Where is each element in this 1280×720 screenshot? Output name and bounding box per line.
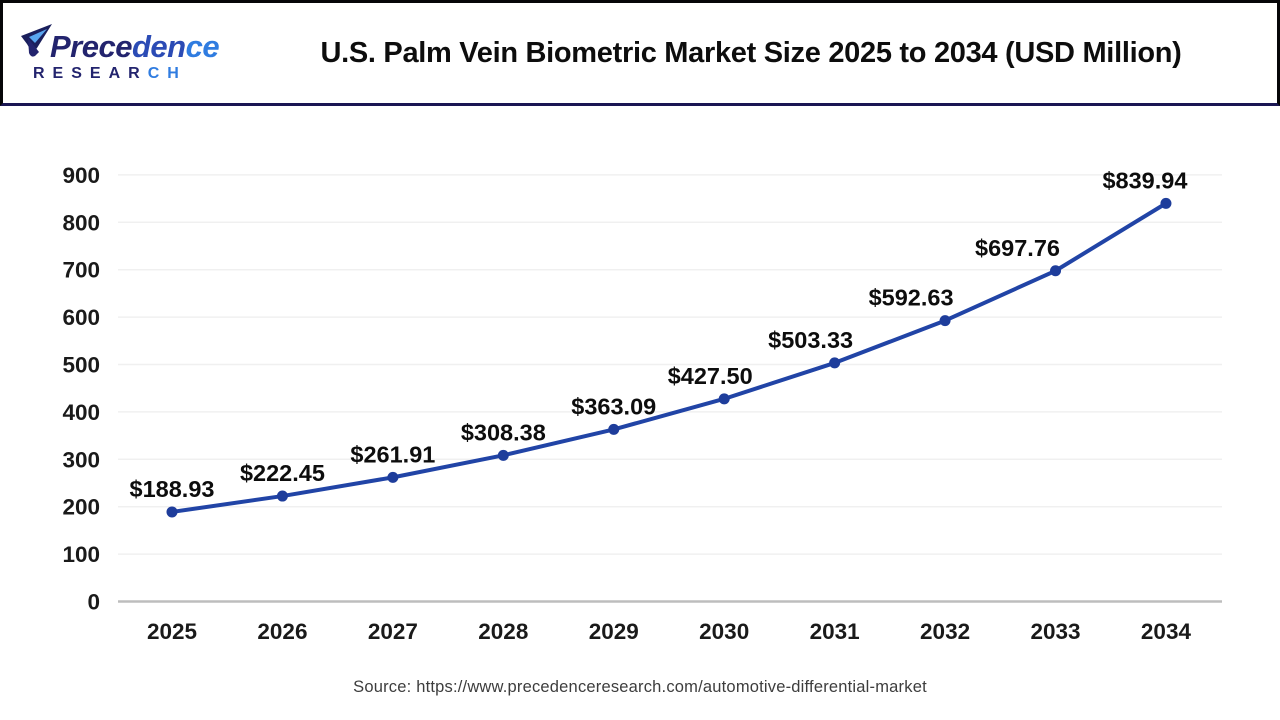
data-point-label: $592.63 bbox=[869, 285, 954, 311]
data-point-marker bbox=[166, 506, 178, 518]
data-point-marker bbox=[718, 393, 730, 405]
data-point-label: $427.50 bbox=[668, 363, 753, 389]
y-tick-label: 300 bbox=[62, 447, 100, 472]
data-point-label: $222.45 bbox=[240, 460, 325, 486]
line-chart-canvas: 0 100 200 300 400 500 600 700 800 900 2025 2026 2027… bbox=[62, 163, 1222, 644]
source-line: Source: https://www.precedenceresearch.c… bbox=[353, 678, 927, 696]
data-point-marker bbox=[276, 490, 288, 502]
y-tick-label: 900 bbox=[62, 163, 100, 188]
precedence-logomark-icon bbox=[21, 23, 52, 57]
x-tick-label: 2030 bbox=[699, 619, 749, 644]
brand-name: Precedence bbox=[50, 28, 220, 64]
header: Precedence RESEARCH U.S. Palm Vein Biome… bbox=[0, 0, 1280, 106]
y-tick-label: 500 bbox=[62, 353, 100, 378]
data-point-label: $261.91 bbox=[350, 441, 435, 467]
y-tick-label: 0 bbox=[87, 590, 100, 615]
x-tick-label: 2031 bbox=[810, 619, 860, 644]
y-tick-label: 800 bbox=[62, 210, 100, 235]
brand-logo: Precedence RESEARCH bbox=[19, 23, 251, 82]
x-tick-label: 2025 bbox=[147, 619, 197, 644]
y-tick-label: 600 bbox=[62, 305, 100, 330]
x-tick-label: 2029 bbox=[589, 619, 639, 644]
y-tick-label: 200 bbox=[62, 495, 100, 520]
data-point-marker bbox=[1050, 265, 1062, 277]
x-tick-label: 2034 bbox=[1141, 619, 1192, 644]
data-point-label: $503.33 bbox=[768, 327, 853, 353]
data-point-label: $697.76 bbox=[975, 235, 1060, 261]
data-point-marker bbox=[497, 449, 509, 461]
x-tick-label: 2027 bbox=[368, 619, 418, 644]
x-tick-label: 2033 bbox=[1030, 619, 1080, 644]
data-point-label: $839.94 bbox=[1102, 167, 1187, 193]
x-tick-label: 2028 bbox=[478, 619, 528, 644]
x-tick-label: 2032 bbox=[920, 619, 970, 644]
x-tick-label: 2026 bbox=[257, 619, 307, 644]
y-tick-label: 100 bbox=[62, 542, 100, 567]
data-point-label: $308.38 bbox=[461, 419, 546, 445]
data-point-label: $188.93 bbox=[130, 476, 215, 502]
page-title: U.S. Palm Vein Biometric Market Size 202… bbox=[320, 36, 1182, 69]
data-point-marker bbox=[608, 423, 620, 435]
series-line bbox=[170, 201, 1168, 514]
data-point-marker bbox=[829, 357, 841, 369]
y-tick-label: 400 bbox=[62, 400, 100, 425]
data-point-label: $363.09 bbox=[571, 393, 656, 419]
data-point-marker bbox=[939, 315, 951, 327]
y-tick-label: 700 bbox=[62, 258, 100, 283]
data-point-marker bbox=[387, 471, 399, 483]
brand-subtitle: RESEARCH bbox=[33, 64, 187, 82]
data-point-marker bbox=[1160, 197, 1172, 209]
chart-region: 0 100 200 300 400 500 600 700 800 900 2025 2026 2027… bbox=[0, 106, 1280, 666]
